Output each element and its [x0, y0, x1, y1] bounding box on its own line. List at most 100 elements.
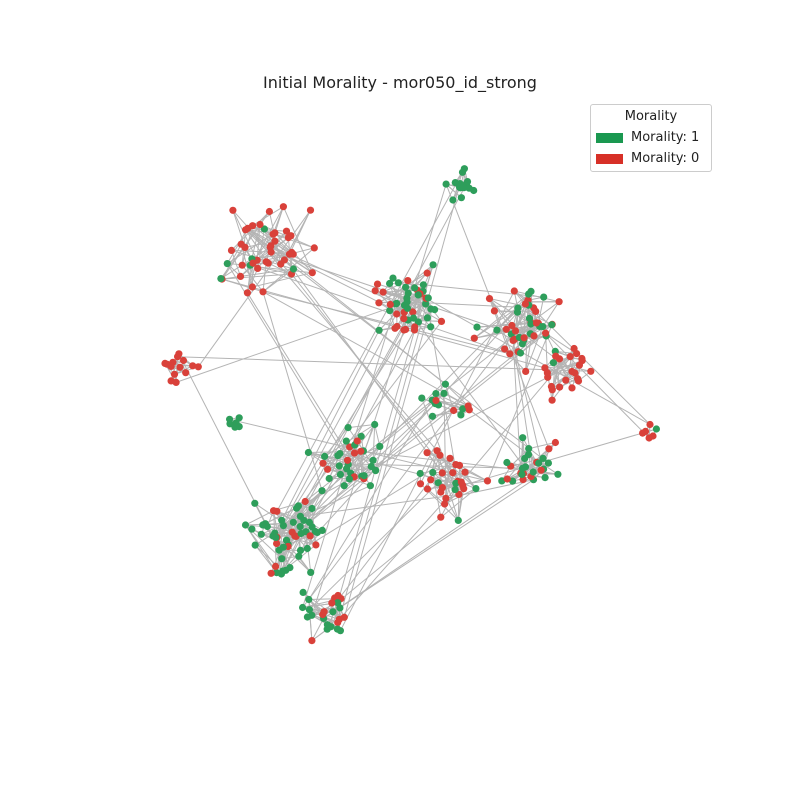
node-morality-1 — [441, 380, 449, 388]
node-morality-0 — [288, 528, 296, 536]
node-morality-0 — [442, 494, 450, 502]
node-morality-1 — [514, 304, 522, 312]
node-morality-0 — [343, 456, 352, 464]
node-morality-0 — [324, 465, 332, 473]
node-morality-0 — [562, 376, 570, 384]
node-morality-1 — [235, 414, 243, 422]
node-morality-1 — [344, 424, 352, 432]
node-morality-0 — [174, 353, 182, 361]
edge — [289, 209, 311, 255]
edge — [270, 251, 525, 339]
node-morality-1 — [299, 588, 307, 597]
node-morality-0 — [446, 454, 454, 462]
node-morality-1 — [424, 294, 432, 302]
edge — [311, 329, 405, 616]
edge — [348, 424, 375, 429]
node-morality-0 — [502, 325, 510, 333]
node-morality-0 — [520, 334, 528, 342]
legend-swatch-red — [596, 153, 623, 164]
edge — [445, 498, 459, 521]
edge — [404, 305, 534, 480]
node-morality-1 — [527, 320, 535, 328]
node-morality-1 — [457, 411, 465, 419]
node-morality-0 — [285, 250, 294, 258]
node-morality-0 — [455, 490, 463, 498]
node-morality-1 — [345, 475, 353, 483]
node-morality-0 — [464, 402, 472, 410]
node-morality-0 — [543, 369, 552, 377]
edge — [252, 272, 313, 288]
node-morality-0 — [521, 300, 530, 308]
node-morality-0 — [573, 350, 581, 358]
node-morality-1 — [518, 464, 527, 472]
node-morality-0 — [503, 475, 511, 483]
node-morality-0 — [353, 437, 361, 445]
node-morality-0 — [335, 615, 343, 624]
node-morality-0 — [571, 369, 579, 377]
node-morality-1 — [427, 305, 435, 313]
legend-label-morality-1: Morality: 1 — [631, 130, 700, 145]
node-morality-0 — [547, 382, 556, 391]
node-morality-0 — [280, 256, 288, 264]
node-morality-1 — [248, 525, 256, 533]
node-morality-0 — [568, 384, 576, 392]
edge — [339, 290, 515, 631]
node-morality-1 — [318, 526, 326, 535]
node-morality-1 — [360, 472, 368, 480]
node-morality-1 — [289, 265, 298, 273]
edge — [430, 479, 456, 484]
node-morality-0 — [379, 288, 387, 296]
edge — [282, 206, 313, 273]
node-morality-1 — [272, 533, 280, 542]
node-morality-0 — [287, 232, 295, 240]
node-morality-0 — [256, 220, 264, 229]
node-morality-1 — [429, 468, 437, 477]
node-morality-1 — [394, 279, 402, 287]
node-morality-0 — [545, 445, 553, 453]
node-morality-1 — [336, 470, 344, 479]
edge — [286, 307, 519, 541]
node-morality-1 — [329, 608, 337, 616]
node-morality-0 — [237, 240, 245, 248]
legend-item-morality-1: Morality: 1 — [591, 127, 711, 148]
node-morality-1 — [296, 523, 304, 531]
node-morality-0 — [248, 283, 256, 291]
node-morality-1 — [525, 445, 533, 453]
node-morality-1 — [525, 314, 534, 322]
edges-layer — [164, 168, 657, 642]
node-morality-1 — [454, 516, 462, 525]
node-morality-0 — [437, 513, 445, 521]
node-morality-0 — [189, 362, 197, 370]
legend: Morality Morality: 1 Morality: 0 — [590, 104, 712, 172]
node-morality-1 — [318, 487, 326, 495]
legend-item-morality-0: Morality: 0 — [591, 148, 711, 169]
edge — [444, 384, 455, 411]
node-morality-0 — [437, 317, 446, 325]
node-morality-1 — [463, 178, 472, 186]
node-morality-0 — [556, 383, 564, 391]
node-morality-0 — [400, 315, 408, 323]
legend-title: Morality — [624, 109, 678, 124]
edge — [423, 284, 544, 298]
edge — [262, 291, 323, 491]
node-morality-1 — [402, 283, 410, 291]
node-morality-0 — [460, 485, 468, 493]
edge — [535, 311, 651, 425]
node-morality-1 — [456, 180, 464, 188]
edge — [309, 482, 439, 611]
edge — [240, 268, 294, 277]
node-morality-0 — [542, 329, 550, 337]
node-morality-1 — [375, 326, 383, 334]
edge — [528, 442, 556, 450]
node-morality-1 — [459, 405, 467, 413]
node-morality-1 — [289, 518, 297, 526]
node-morality-1 — [335, 462, 343, 470]
edge — [435, 400, 469, 407]
node-morality-1 — [427, 323, 435, 331]
node-morality-1 — [652, 425, 661, 433]
node-morality-1 — [442, 180, 450, 188]
node-morality-0 — [555, 298, 563, 306]
edge — [262, 291, 469, 407]
node-morality-0 — [271, 237, 279, 245]
node-morality-0 — [375, 299, 383, 307]
